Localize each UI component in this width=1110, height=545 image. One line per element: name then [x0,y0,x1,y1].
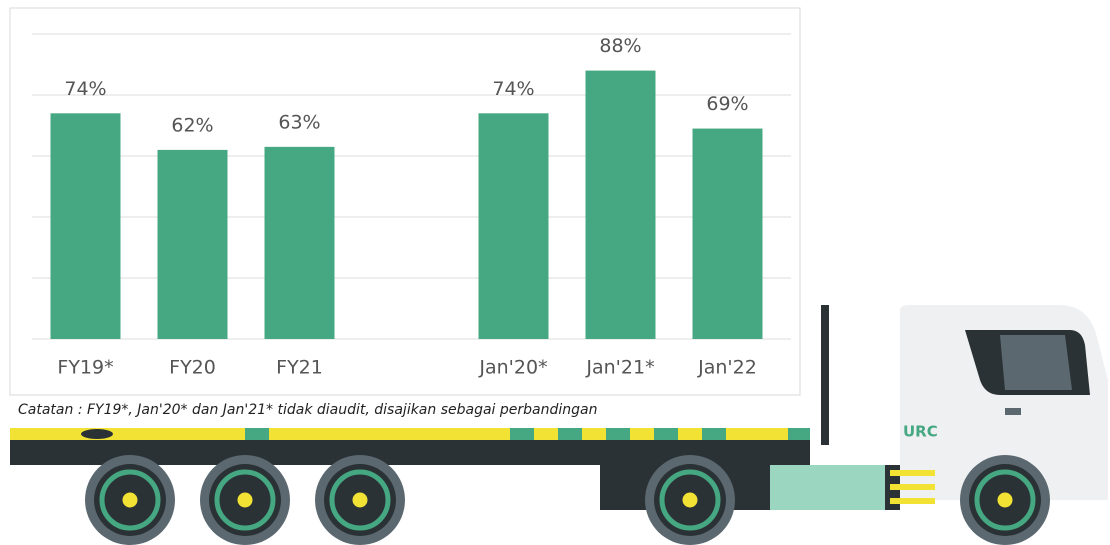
value-label: 69% [706,93,748,115]
bar [50,113,121,339]
bed-hole [81,429,113,439]
bar [692,128,763,339]
bed-stripe [10,428,810,440]
truck: URC [10,305,1108,545]
x-tick-label: Jan'20* [478,357,547,379]
wheels [85,455,1050,545]
value-label: 63% [278,111,320,133]
value-label: 74% [492,78,534,100]
logo: URC [903,423,938,441]
x-tick-label: Jan'22 [697,357,757,379]
value-label: 74% [64,78,106,100]
bed-squares [245,428,810,440]
window-glass [1000,335,1072,390]
bar [478,113,549,339]
steps [890,470,935,504]
post [821,305,829,445]
handle [1005,408,1021,415]
x-tick-label: FY19* [57,357,113,379]
bar [264,146,335,339]
x-tick-label: FY21 [276,357,323,379]
bar [585,70,656,339]
value-label: 88% [599,35,641,57]
value-label: 62% [171,114,213,136]
annotation: Catatan : FY19*, Jan'20* dan Jan'21* tid… [18,402,597,418]
bar [157,149,228,339]
x-tick-label: Jan'21* [585,357,654,379]
fuel-tank [770,465,885,510]
x-tick-label: FY20 [169,357,216,379]
chart-frame [9,7,801,396]
